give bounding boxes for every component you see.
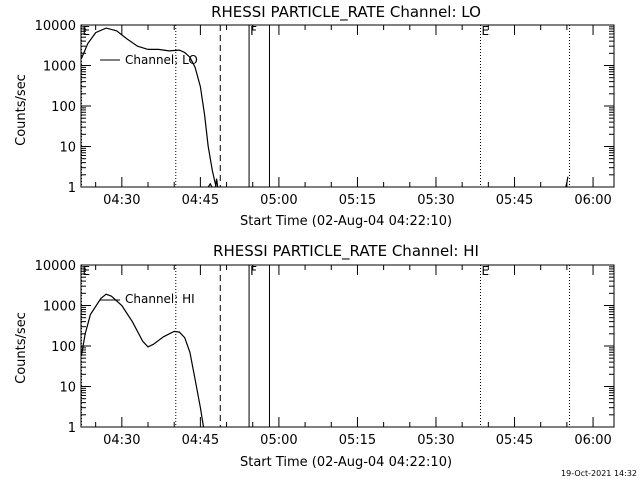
series-line-lo: [80, 27, 217, 188]
y-tick-label-lo: 100: [51, 100, 76, 115]
y-tick-label-hi: 1000: [43, 300, 76, 315]
y-tick-label-lo: 10000: [35, 19, 76, 34]
x-tick-label-lo: 06:00: [574, 193, 611, 208]
x-tick-label-hi: 05:15: [339, 433, 376, 448]
event-marker-label-hi: F: [250, 264, 257, 278]
y-tick-label-hi: 1: [68, 421, 76, 436]
x-tick-label-hi: 05:45: [496, 433, 533, 448]
x-tick-label-lo: 05:30: [417, 193, 454, 208]
y-tick-label-lo: 10: [59, 141, 76, 156]
chart-title-hi: RHESSI PARTICLE_RATE Channel: HI: [213, 242, 479, 261]
legend-label-lo: Channel: LO: [125, 53, 198, 67]
event-marker-label-lo: E: [83, 24, 91, 38]
x-axis-label-hi: Start Time (02-Aug-04 04:22:10): [240, 455, 452, 470]
x-tick-label-hi: 04:30: [103, 433, 140, 448]
y-tick-label-hi: 10: [59, 381, 76, 396]
event-marker-label-lo: E: [481, 24, 489, 38]
x-tick-label-hi: 05:00: [260, 433, 297, 448]
y-axis-label-hi: Counts/sec: [14, 312, 29, 384]
x-tick-label-lo: 04:45: [182, 193, 219, 208]
series-line-lo: [207, 182, 213, 188]
y-tick-label-lo: 1000: [43, 60, 76, 75]
y-axis-label-lo: Counts/sec: [14, 74, 29, 146]
chart-title-lo: RHESSI PARTICLE_RATE Channel: LO: [211, 3, 481, 22]
x-tick-label-hi: 06:00: [574, 433, 611, 448]
x-tick-label-lo: 05:00: [260, 193, 297, 208]
event-marker-label-hi: E: [83, 264, 91, 278]
y-tick-label-hi: 10000: [35, 259, 76, 274]
y-tick-label-hi: 100: [51, 340, 76, 355]
x-tick-label-lo: 05:45: [496, 193, 533, 208]
series-line-hi: [80, 293, 205, 428]
series-line-lo: [215, 178, 219, 188]
series-line-lo: [565, 176, 569, 188]
panel-hi: RHESSI PARTICLE_RATE Channel: HI Start T…: [14, 242, 615, 470]
y-tick-label-lo: 1: [68, 181, 76, 196]
x-tick-label-hi: 04:45: [182, 433, 219, 448]
event-marker-label-lo: F: [250, 24, 257, 38]
x-tick-label-lo: 05:15: [339, 193, 376, 208]
footer-timestamp: 19-Oct-2021 14:32: [561, 469, 637, 478]
legend-label-hi: Channel: HI: [125, 292, 195, 306]
x-tick-label-lo: 04:30: [103, 193, 140, 208]
event-marker-label-hi: E: [481, 264, 489, 278]
x-tick-label-hi: 05:30: [417, 433, 454, 448]
x-axis-label-lo: Start Time (02-Aug-04 04:22:10): [240, 214, 452, 229]
panel-lo: RHESSI PARTICLE_RATE Channel: LO Start T…: [14, 3, 615, 229]
